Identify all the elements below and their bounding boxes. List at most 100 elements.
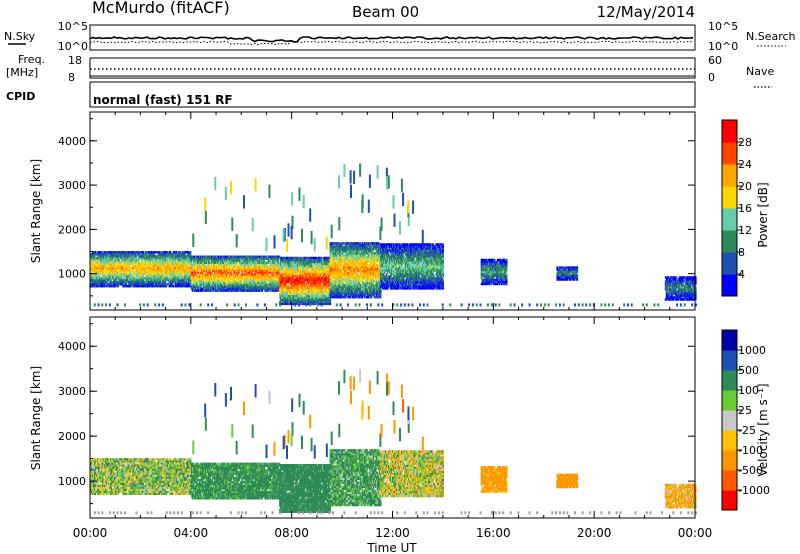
power-echo-cell — [282, 284, 284, 288]
power-echo-cell — [108, 251, 110, 254]
power-echo-cell — [115, 251, 117, 254]
power-echo-cell — [111, 277, 113, 280]
power-echo-cell — [165, 251, 168, 254]
power-echo-cell — [171, 271, 174, 274]
power-echo-cell — [129, 253, 131, 256]
power-echo-cell — [117, 263, 119, 266]
power-echo-cell — [292, 288, 294, 292]
power-echo-cell — [290, 256, 292, 260]
power-echo-cell — [165, 285, 168, 288]
power-echo-cell — [108, 279, 110, 282]
power-echo-cell — [236, 257, 238, 260]
power-echo-cell — [190, 269, 193, 272]
power-echo-cell — [163, 271, 166, 274]
power-echo-cell — [171, 281, 174, 284]
power-echo-cell — [268, 269, 271, 272]
power-echo-cell — [199, 257, 202, 260]
power-echo-cell — [178, 275, 181, 278]
power-echo-cell — [180, 265, 183, 268]
power-echo-cell — [183, 283, 186, 286]
power-echo-cell — [280, 264, 282, 268]
power-echo-cell — [195, 283, 198, 286]
power-echo-cell — [99, 271, 101, 274]
power-echo-cell — [163, 259, 166, 262]
power-echo-cell — [206, 255, 208, 258]
power-echo-cell — [150, 285, 153, 288]
power-echo-cell — [261, 263, 264, 266]
power-echo-cell — [93, 265, 95, 268]
power-echo-cell — [289, 266, 291, 270]
power-echo-cell — [224, 269, 226, 272]
power-echo-cell — [162, 275, 165, 278]
power-echo-layer — [90, 163, 697, 307]
power-echo-cell — [203, 259, 206, 262]
power-echo-cell — [126, 285, 128, 288]
power-echo-cell — [183, 269, 186, 272]
nsearch-tick-bottom: 10^0 — [708, 40, 738, 53]
power-echo-cell — [109, 259, 111, 262]
power-echo-cell — [174, 263, 177, 266]
power-echo-cell — [191, 285, 194, 288]
power-echo-cell — [146, 271, 149, 274]
power-echo-cell — [145, 255, 148, 258]
power-echo-cell — [98, 283, 100, 286]
power-echo-cell — [128, 253, 130, 256]
power-echo-cell — [152, 271, 155, 274]
power-echo-cell — [158, 279, 161, 282]
power-echo-cell — [127, 255, 129, 258]
power-echo-cell — [156, 273, 159, 276]
power-echo-cell — [285, 288, 287, 292]
power-echo-cell — [227, 269, 229, 272]
power-echo-cell — [210, 287, 212, 290]
power-echo-cell — [154, 275, 157, 278]
power-echo-cell — [269, 279, 272, 282]
power-echo-cell — [209, 261, 211, 264]
power-echo-cell — [287, 278, 289, 282]
power-echo-cell — [236, 285, 238, 288]
power-echo-cell — [94, 267, 96, 270]
power-echo-cell — [192, 283, 195, 286]
power-echo-cell — [169, 285, 172, 288]
power-echo-cell — [94, 281, 96, 284]
power-echo-cell — [235, 261, 237, 264]
power-echo-cell — [165, 271, 168, 274]
power-echo-cell — [208, 273, 210, 276]
power-echo-cell — [117, 261, 119, 264]
power-echo-cell — [192, 263, 195, 266]
power-echo-cell — [142, 279, 145, 282]
power-echo-cell — [120, 257, 122, 260]
power-echo-cell — [181, 279, 184, 282]
power-echo-cell — [191, 269, 194, 272]
power-echo-cell — [264, 257, 267, 260]
power-echo-streak — [204, 210, 207, 225]
power-echo-cell — [256, 265, 259, 268]
power-echo-cell — [195, 289, 198, 292]
power-echo-cell — [96, 265, 98, 268]
power-echo-cell — [156, 271, 159, 274]
power-echo-cell — [107, 251, 109, 254]
power-echo-cell — [181, 281, 184, 284]
power-echo-cell — [274, 257, 277, 260]
power-echo-cell — [239, 283, 241, 286]
power-echo-cell — [264, 285, 267, 288]
power-echo-cell — [169, 275, 172, 278]
power-echo-cell — [186, 259, 189, 262]
power-echo-cell — [99, 255, 101, 258]
power-echo-cell — [185, 273, 188, 276]
power-echo-cell — [283, 300, 285, 304]
power-echo-cell — [104, 251, 106, 254]
power-echo-cell — [98, 269, 100, 272]
power-echo-cell — [229, 261, 231, 264]
power-echo-cell — [136, 271, 139, 274]
power-echo-cell — [177, 277, 180, 280]
power-echo-cell — [117, 277, 119, 280]
power-echo-cell — [106, 271, 108, 274]
power-echo-cell — [217, 267, 219, 270]
power-echo-cell — [222, 271, 224, 274]
power-echo-cell — [272, 257, 275, 260]
power-echo-cell — [126, 277, 128, 280]
power-echo-cell — [168, 259, 171, 262]
power-echo-cell — [138, 283, 141, 286]
power-echo-cell — [255, 287, 258, 290]
power-echo-cell — [114, 255, 116, 258]
